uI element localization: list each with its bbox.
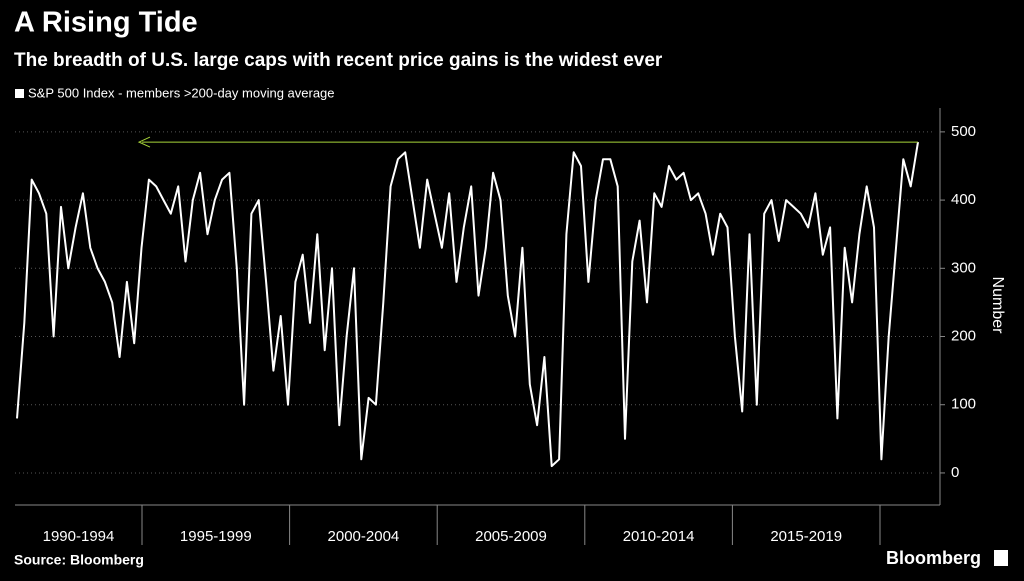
y-tick-label: 0 xyxy=(951,464,959,481)
x-tick-label: 1990-1994 xyxy=(43,528,115,545)
x-tick-label: 2010-2014 xyxy=(623,528,695,545)
y-tick-label: 400 xyxy=(951,191,976,208)
legend-swatch xyxy=(15,89,24,98)
y-tick-label: 200 xyxy=(951,327,976,344)
legend-label: S&P 500 Index - members >200-day moving … xyxy=(28,85,335,100)
line-series xyxy=(16,141,919,468)
y-tick-label: 500 xyxy=(951,123,976,140)
chart-subtitle: The breadth of U.S. large caps with rece… xyxy=(14,50,663,71)
x-tick-label: 2005-2009 xyxy=(475,528,547,545)
x-tick-label: 2015-2019 xyxy=(770,528,842,545)
brand-icon xyxy=(994,550,1008,566)
source: Source: Bloomberg xyxy=(14,552,144,568)
y-tick-label: 100 xyxy=(951,396,976,413)
brand: Bloomberg xyxy=(886,548,981,568)
y-axis-label: Number xyxy=(989,277,1006,335)
x-tick-label: 1995-1999 xyxy=(180,528,252,545)
x-tick-label: 2000-2004 xyxy=(328,528,400,545)
y-tick-label: 300 xyxy=(951,259,976,276)
chart-title: A Rising Tide xyxy=(14,7,198,39)
annotation-arrowhead xyxy=(137,136,151,148)
